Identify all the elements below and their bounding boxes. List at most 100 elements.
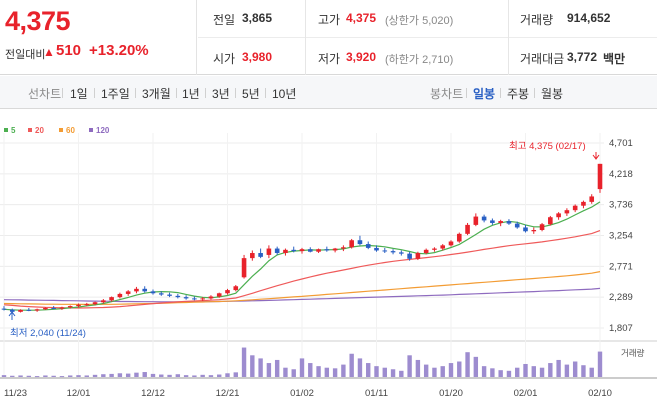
volume-bar (134, 372, 139, 377)
high-annotation-group: 최고 4,375 (02/17) (509, 141, 600, 160)
candle-body (448, 241, 454, 246)
toolbar-divider (534, 88, 535, 98)
price-chart[interactable]: 5 20 60 120 4,701 4,218 3,736 3,254 2,771 2,2… (0, 110, 657, 409)
candle-body (266, 248, 272, 255)
prev-close-value: 3,865 (242, 11, 273, 25)
candle-body (349, 240, 354, 248)
volume-bar (572, 361, 578, 377)
candle-body (208, 296, 214, 299)
volume-bars (1, 347, 603, 378)
period-1w[interactable]: 1주일 (101, 87, 130, 101)
candle-body (523, 227, 528, 232)
trade-value-label: 거래대금 (520, 52, 565, 66)
volume-bar (523, 363, 528, 377)
x-axis-labels: 11/23 12/01 12/12 12/21 01/02 01/11 01/20 02/01… (4, 388, 612, 399)
candle-body (432, 248, 437, 250)
open-value: 3,980 (242, 50, 273, 64)
period-1y[interactable]: 1년 (182, 87, 200, 101)
toolbar-divider (205, 88, 206, 98)
high-label: 고가 (318, 13, 341, 27)
period-3y[interactable]: 3년 (212, 87, 230, 101)
legend-ma5: 5 (11, 126, 16, 135)
candle-body (456, 233, 462, 242)
line-chart-tab[interactable]: 선차트 (28, 87, 62, 101)
volume-bar (84, 375, 89, 377)
column-divider (305, 0, 306, 75)
candle-body (374, 247, 379, 251)
candle-body (407, 253, 412, 259)
y-tick-label: 4,218 (609, 169, 633, 180)
volume-bar (597, 351, 603, 377)
candle-body (299, 249, 305, 252)
candle-body (241, 258, 247, 278)
candle-body (233, 286, 239, 291)
candle-body (539, 224, 545, 231)
quote-row-divider (198, 37, 657, 38)
candle-body (134, 288, 139, 292)
candle-body (192, 298, 197, 300)
candle-daily[interactable]: 일봉 (473, 87, 496, 101)
candle-body (34, 309, 40, 311)
candle-body (490, 220, 495, 223)
candle-body (117, 293, 123, 298)
period-5y[interactable]: 5년 (242, 87, 260, 101)
price-box: 4,375 전일대비 ▲ 510 +13.20% (0, 0, 197, 75)
volume-bar (440, 366, 445, 377)
x-tick-label: 02/01 (514, 388, 538, 399)
candle-body (150, 291, 156, 294)
volume-bar (324, 367, 330, 377)
candle-body (341, 247, 346, 249)
low-annotation-group: 최저 2,040 (11/24) (8, 311, 86, 339)
period-1d[interactable]: 1일 (70, 87, 88, 101)
volume-bar (299, 358, 305, 377)
candle-body (382, 250, 388, 252)
candle-body (125, 291, 131, 294)
candle-body (514, 223, 520, 228)
volume-bar (564, 364, 570, 377)
candle-body (440, 245, 446, 249)
candle-body (101, 300, 106, 303)
volume-bar (357, 358, 363, 377)
candle-monthly[interactable]: 월봉 (541, 87, 564, 101)
legend-ma20: 20 (35, 126, 44, 135)
legend-swatch-ma20 (28, 128, 32, 132)
volume-bar (589, 367, 594, 377)
candle-weekly[interactable]: 주봉 (507, 87, 530, 101)
x-tick-label: 01/02 (290, 388, 314, 399)
candle-body (399, 252, 404, 254)
candle-body (572, 205, 578, 211)
volume-bar (51, 375, 56, 377)
volume-bar (200, 374, 205, 377)
legend-ma120: 120 (96, 126, 110, 135)
volume-bar (150, 373, 156, 377)
candle-chart-tab[interactable]: 봉차트 (430, 87, 464, 101)
open-label: 시가 (213, 52, 236, 66)
volume-bar (159, 374, 164, 377)
column-divider (508, 0, 509, 75)
volume-bar (225, 373, 230, 377)
candle-body (1, 308, 7, 310)
x-tick-label: 01/11 (365, 388, 388, 399)
candle-body (158, 293, 164, 295)
volume-bar (341, 364, 346, 377)
arrow-down-icon (592, 152, 600, 160)
high-value: 4,375 (346, 11, 377, 25)
quote-summary: 4,375 전일대비 ▲ 510 +13.20% 전일 3,865 고가 4,3… (0, 0, 657, 75)
period-10y[interactable]: 10년 (272, 87, 297, 101)
candle-body (498, 221, 503, 223)
volume-bar (316, 366, 321, 377)
volume-value: 914,652 (567, 11, 611, 25)
legend-swatch-ma5 (4, 128, 8, 132)
ma60-line (3, 271, 601, 305)
volume-bar (26, 375, 32, 377)
x-tick-label: 02/10 (588, 388, 612, 399)
toolbar-divider (265, 88, 266, 98)
candle-body (316, 249, 321, 252)
candle-body (84, 304, 90, 306)
candle-body (589, 196, 595, 202)
volume-bar (374, 366, 379, 377)
arrow-up-icon (8, 311, 16, 320)
period-3m[interactable]: 3개월 (142, 87, 171, 101)
volume-bar (390, 369, 396, 377)
volume-bar (208, 375, 214, 377)
